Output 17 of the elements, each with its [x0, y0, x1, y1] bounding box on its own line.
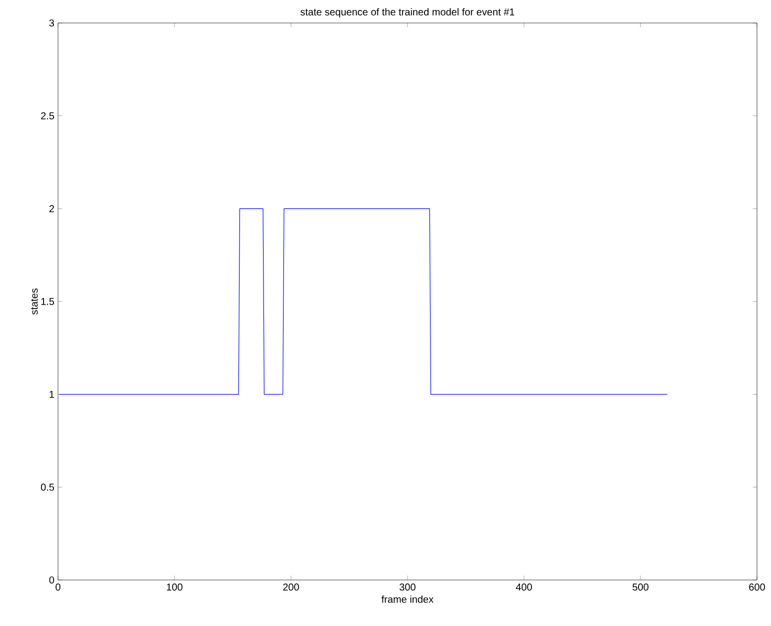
y-tick-label: 2.5: [41, 112, 54, 120]
chart-title: state sequence of the trained model for event #1: [300, 8, 514, 18]
x-tick-label: 200: [283, 584, 299, 591]
y-tick-label: 1: [50, 390, 54, 398]
x-tick-label: 100: [166, 584, 182, 591]
x-tick-label: 300: [400, 584, 416, 591]
y-tick-label: 2: [49, 205, 54, 212]
y-tick-label: 0.5: [40, 484, 54, 491]
y-axis-title: states: [31, 288, 38, 315]
x-tick-label: 600: [749, 584, 765, 591]
x-tick-label: 400: [516, 584, 532, 591]
y-tick-label: 3: [49, 19, 54, 27]
x-tick-label: 500: [632, 584, 648, 591]
x-axis-title: frame index: [382, 595, 434, 603]
y-tick-label: 1.5: [41, 298, 54, 305]
x-tick-label: 0: [56, 584, 60, 591]
y-tick-label: 0: [49, 576, 54, 584]
